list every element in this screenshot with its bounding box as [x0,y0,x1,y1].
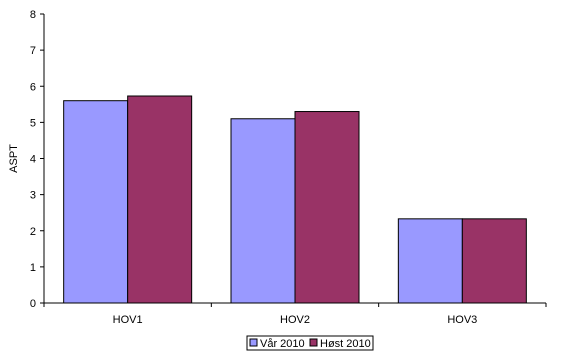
bar-hov2-series-1 [230,118,296,304]
y-tick-label: 2 [30,226,36,238]
y-tick-label: 5 [30,117,36,129]
y-tick-label: 8 [30,9,36,21]
x-tick-label: HOV3 [447,314,477,326]
x-tick-label: HOV2 [280,314,310,326]
bar-hov3-series-2 [461,218,527,304]
legend-label-1: Vår 2010 [260,338,305,350]
y-tick-label: 6 [30,81,36,93]
legend-swatch-2 [309,338,318,347]
bar-hov3-series-1 [397,218,463,304]
y-tick-label: 0 [30,298,36,310]
bar-hov1-series-2 [127,95,193,304]
legend-label-2: Høst 2010 [320,338,371,350]
bar-hov1-series-1 [63,100,129,304]
y-tick-label: 4 [30,154,36,166]
y-tick-label: 7 [30,45,36,57]
legend-swatch-1 [249,338,258,347]
x-tick-label: HOV1 [113,314,143,326]
bar-hov2-series-2 [294,111,360,304]
y-axis-title: ASPT [8,144,20,173]
y-tick-label: 1 [30,262,36,274]
y-tick-label: 3 [30,190,36,202]
